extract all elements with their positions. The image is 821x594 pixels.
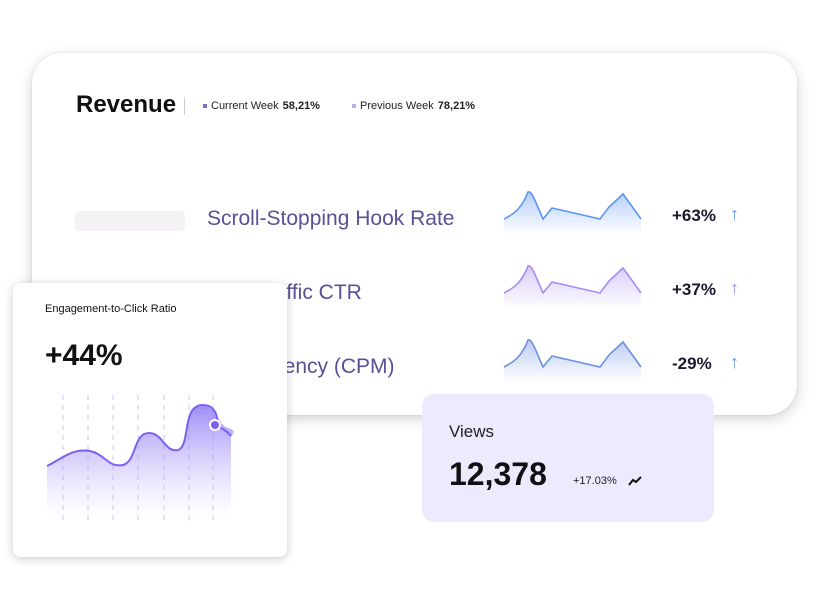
legend-dot (203, 104, 207, 108)
legend-label: Current Week (211, 100, 279, 112)
metric-change: +37% (672, 280, 716, 299)
engagement-chart (46, 395, 234, 521)
divider (184, 97, 185, 115)
engagement-value: +44% (45, 339, 123, 372)
sparkline-line (503, 191, 642, 221)
placeholder-bar (75, 211, 185, 231)
metric-change: -29% (672, 354, 712, 373)
arrow-up-icon: ↑ (730, 352, 739, 372)
views-change: +17.03% (573, 475, 617, 487)
arrow-up-icon: ↑ (730, 204, 739, 224)
sparkline-area (504, 339, 641, 394)
arrow-up-icon: ↑ (730, 278, 739, 298)
sparkline (503, 191, 642, 246)
metric-change: +63% (672, 206, 716, 225)
sparkline (503, 339, 642, 394)
views-title: Views (449, 422, 495, 441)
views-value: 12,378 (449, 456, 547, 492)
sparkline-line (503, 339, 642, 369)
legend-value: 58,21% (282, 100, 320, 112)
engagement-card: Engagement-to-Click Ratio +44% (13, 283, 287, 557)
legend-dot (352, 104, 356, 108)
legend-current-week: Current Week 58,21% (203, 100, 320, 112)
engagement-title: Engagement-to-Click Ratio (45, 303, 177, 315)
legend-previous-week: Previous Week 78,21% (352, 100, 475, 112)
sparkline (503, 265, 642, 320)
legend-label: Previous Week (360, 100, 434, 112)
legend-value: 78,21% (437, 100, 476, 112)
sparkline-line (503, 265, 642, 295)
engagement-area (47, 405, 234, 518)
metric-row: Scroll-Stopping Hook Rate +63% ↑ (32, 186, 797, 246)
revenue-title: Revenue (76, 91, 177, 118)
metric-label: Scroll-Stopping Hook Rate (207, 207, 455, 230)
views-card: Views 12,378 +17.03% (422, 394, 714, 522)
trend-up-icon (628, 476, 642, 486)
engagement-point (209, 419, 221, 431)
sparkline-area (504, 191, 641, 246)
sparkline-area (504, 265, 641, 320)
